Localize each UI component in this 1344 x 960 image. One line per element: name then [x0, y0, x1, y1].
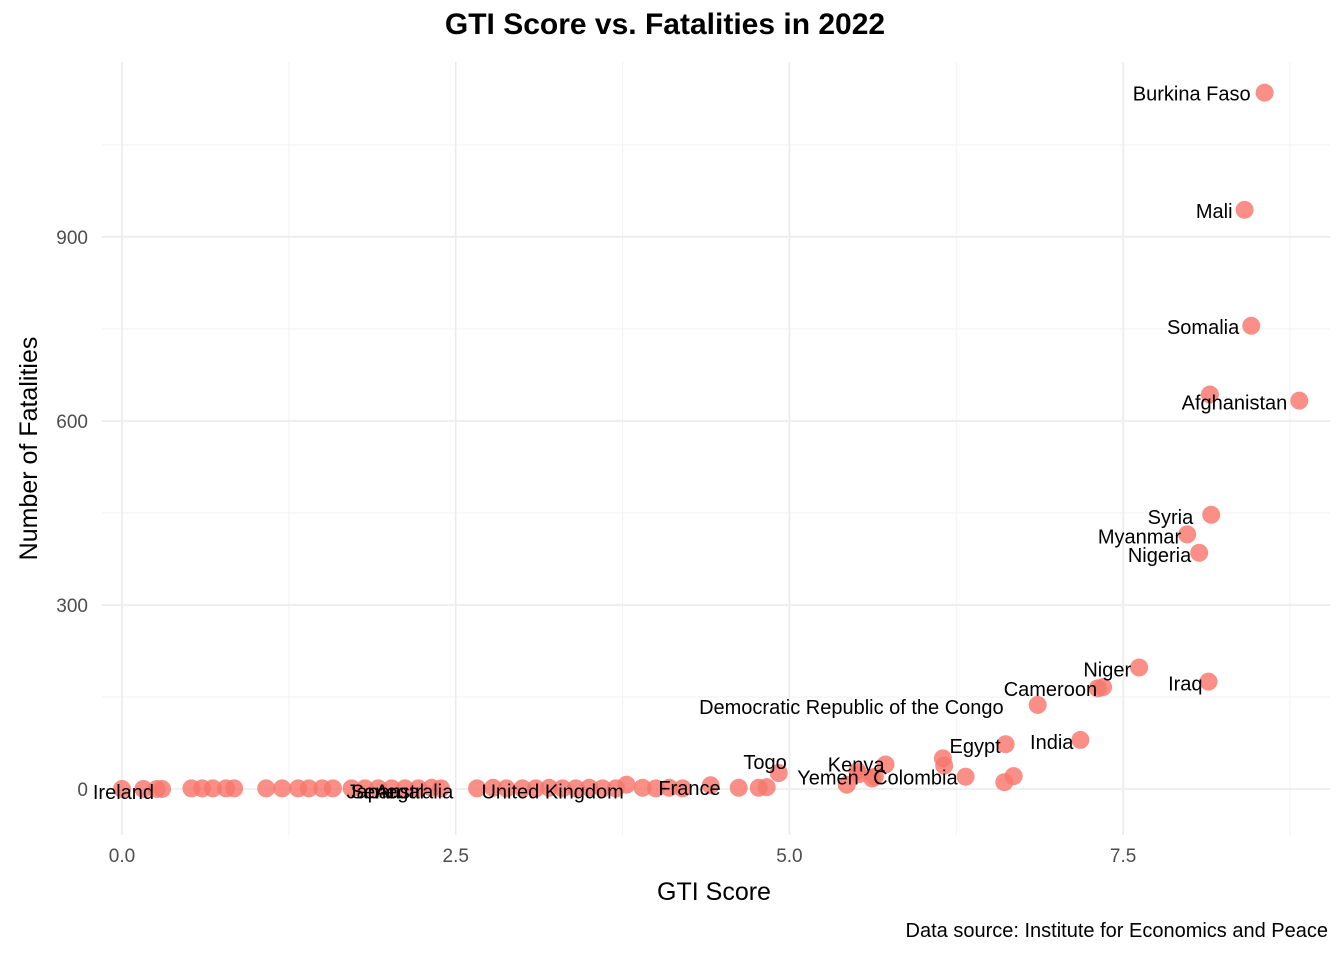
- data-point: [513, 779, 532, 798]
- data-point: [369, 779, 388, 798]
- data-point: [876, 755, 895, 774]
- data-point: [1199, 672, 1218, 691]
- data-point: [540, 778, 559, 797]
- tick-labels: 0.0 2.5 5.0 7.5 0 300 600 900: [56, 228, 1136, 867]
- data-point: [566, 779, 585, 798]
- data-point: [468, 779, 487, 798]
- y-tick-label: 0: [77, 780, 88, 801]
- data-point: [217, 779, 236, 798]
- data-point: [996, 735, 1015, 754]
- data-point: [484, 778, 503, 797]
- data-point: [580, 778, 599, 797]
- point-label: Egypt: [949, 736, 1001, 758]
- data-point: [1088, 679, 1107, 698]
- data-source-caption: Data source: Institute for Economics and…: [905, 920, 1328, 942]
- data-point: [497, 779, 516, 798]
- data-point: [113, 779, 132, 798]
- data-point: [1178, 525, 1197, 544]
- point-label: Democratic Republic of the Congo: [699, 697, 1004, 719]
- point-label: Myanmar: [1098, 526, 1182, 548]
- point-label: Colombia: [873, 768, 958, 790]
- data-point: [273, 779, 292, 798]
- y-tick-label: 900: [56, 228, 88, 249]
- point-label: Afghanistan: [1182, 393, 1288, 415]
- data-points: [113, 83, 1309, 798]
- data-point: [1235, 200, 1254, 219]
- data-point: [606, 779, 625, 798]
- data-point: [1255, 83, 1274, 102]
- point-label: Yemen: [797, 768, 859, 790]
- x-tick-label: 2.5: [443, 846, 469, 867]
- point-label: Niger: [1083, 660, 1131, 682]
- data-point: [1028, 695, 1047, 714]
- data-point: [409, 779, 428, 798]
- point-label: Togo: [743, 752, 786, 774]
- x-tick-label: 7.5: [1110, 846, 1136, 867]
- data-point: [769, 764, 788, 783]
- y-tick-label: 600: [56, 412, 88, 433]
- point-labels: Burkina Faso Mali Somalia Afghanistan SyriaM…: [93, 84, 1287, 804]
- point-label: Mali: [1196, 201, 1233, 223]
- data-point: [593, 779, 612, 798]
- data-point: [935, 756, 954, 775]
- point-label: Syria: [1148, 507, 1194, 529]
- data-point: [526, 779, 545, 798]
- x-axis-title: GTI Score: [657, 878, 771, 906]
- y-axis-title: Number of Fatalities: [15, 337, 43, 561]
- point-label: Cameroon: [1004, 679, 1097, 701]
- data-point: [729, 778, 748, 797]
- data-point: [355, 779, 374, 798]
- data-point: [313, 779, 332, 798]
- data-point: [1190, 543, 1209, 562]
- data-point: [289, 779, 308, 798]
- data-point: [633, 778, 652, 797]
- x-tick-label: 5.0: [776, 846, 802, 867]
- data-point: [1290, 391, 1309, 410]
- y-tick-label: 300: [56, 596, 88, 617]
- point-label: United Kingdom: [481, 781, 623, 803]
- data-point: [1202, 505, 1221, 524]
- data-point: [1130, 658, 1149, 677]
- point-label: Ireland: [93, 782, 154, 804]
- point-label: Burkina Faso: [1133, 84, 1251, 106]
- data-point: [147, 779, 166, 798]
- data-point: [956, 767, 975, 786]
- data-point: [1071, 730, 1090, 749]
- data-point: [701, 776, 720, 795]
- point-label: Japan: [346, 781, 401, 803]
- point-label: Nigeria: [1128, 545, 1192, 567]
- data-point: [863, 769, 882, 788]
- data-point: [1200, 385, 1219, 404]
- data-point: [395, 779, 414, 798]
- data-point: [660, 778, 679, 797]
- data-point: [382, 779, 401, 798]
- data-point: [182, 779, 201, 798]
- data-point: [673, 779, 692, 798]
- point-label: Somalia: [1167, 317, 1240, 339]
- x-tick-label: 0.0: [109, 846, 135, 867]
- data-point: [1242, 316, 1261, 335]
- point-label: Iraq: [1168, 674, 1202, 696]
- data-point: [837, 775, 856, 794]
- chart-title: GTI Score vs. Fatalities in 2022: [444, 8, 886, 41]
- data-point: [257, 779, 276, 798]
- data-point: [646, 779, 665, 798]
- data-point: [749, 778, 768, 797]
- data-point: [422, 778, 441, 797]
- data-point: [342, 779, 361, 798]
- data-point: [553, 779, 572, 798]
- point-label: France: [658, 778, 720, 800]
- data-point: [134, 779, 153, 798]
- data-point: [995, 773, 1014, 792]
- point-label: Senegal: [351, 781, 424, 803]
- grid-lines: [102, 62, 1330, 835]
- point-label: Australia: [375, 781, 454, 803]
- point-label: India: [1030, 732, 1074, 754]
- point-label: Kenya: [828, 754, 886, 776]
